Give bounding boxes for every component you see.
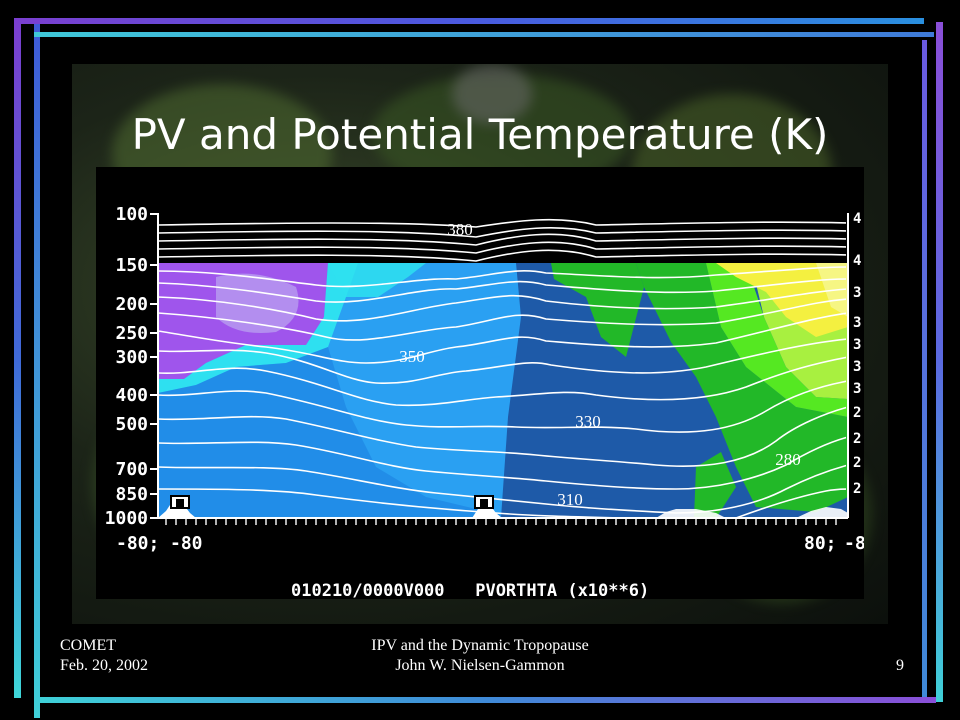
right-edge-digit: 2 xyxy=(853,431,861,447)
pressure-label: 1000 xyxy=(105,508,148,529)
theta-label: 330 xyxy=(575,412,601,431)
pv-theta-cross-section: 100 150 200 250 300 400 500 700 850 1000… xyxy=(96,167,864,599)
isentrope-contours xyxy=(158,218,846,518)
right-edge-digit: 3 xyxy=(853,359,861,375)
terrain xyxy=(158,495,848,518)
x-axis-label-left-outer: -80; xyxy=(116,533,159,554)
frame-right-bar-inner xyxy=(922,40,927,700)
frame-left-bar xyxy=(14,22,21,698)
footer-author: John W. Nielsen-Gammon xyxy=(395,657,565,674)
theta-label: 310 xyxy=(557,490,583,509)
x-axis-label-right-outer: -8 xyxy=(844,533,864,554)
footer-left: COMET Feb. 20, 2002 xyxy=(60,636,148,676)
slide-title: PV and Potential Temperature (K) xyxy=(131,110,829,159)
frame-bottom-bar xyxy=(40,697,936,703)
right-edge-digit: 4 xyxy=(853,211,861,227)
right-edge-digit: 3 xyxy=(853,285,861,301)
right-edge-digit: 2 xyxy=(853,405,861,421)
pressure-label: 200 xyxy=(115,294,148,315)
pressure-label: 150 xyxy=(115,255,148,276)
x-axis-label-left: -80 xyxy=(170,533,203,554)
footer-date: Feb. 20, 2002 xyxy=(60,657,148,674)
pressure-label: 850 xyxy=(115,484,148,505)
right-edge-digit: 3 xyxy=(853,315,861,331)
right-edge-digit: 3 xyxy=(853,381,861,397)
theta-label: 380 xyxy=(447,220,473,239)
frame-top-bar xyxy=(14,18,924,24)
plot-axes xyxy=(157,213,849,519)
plot-caption: 010210/0000V000 PVORTHTA (x10**6) xyxy=(291,581,649,599)
pressure-label: 300 xyxy=(115,347,148,368)
right-edge-digit: 3 xyxy=(853,337,861,353)
right-edge-digit: 4 xyxy=(853,253,861,269)
pressure-label: 500 xyxy=(115,414,148,435)
footer-center: IPV and the Dynamic Tropopause John W. N… xyxy=(330,636,630,676)
pressure-label: 700 xyxy=(115,459,148,480)
frame-right-bar xyxy=(936,22,943,702)
x-axis-ticks xyxy=(165,518,837,525)
right-edge-digit: 2 xyxy=(853,455,861,471)
footer-org: COMET xyxy=(60,637,116,654)
pressure-label: 250 xyxy=(115,323,148,344)
pressure-label: 400 xyxy=(115,385,148,406)
frame-top-bar-inner xyxy=(34,32,934,37)
theta-label: 280 xyxy=(775,450,801,469)
pressure-label: 100 xyxy=(115,204,148,225)
right-edge-digit: 2 xyxy=(853,481,861,497)
x-axis-label-right: 80; xyxy=(804,533,837,554)
frame-left-bar-inner xyxy=(34,24,40,718)
pressure-ticks xyxy=(150,213,158,519)
theta-label: 350 xyxy=(399,347,425,366)
page-number: 9 xyxy=(896,657,904,674)
footer-talk-title: IPV and the Dynamic Tropopause xyxy=(371,637,589,654)
